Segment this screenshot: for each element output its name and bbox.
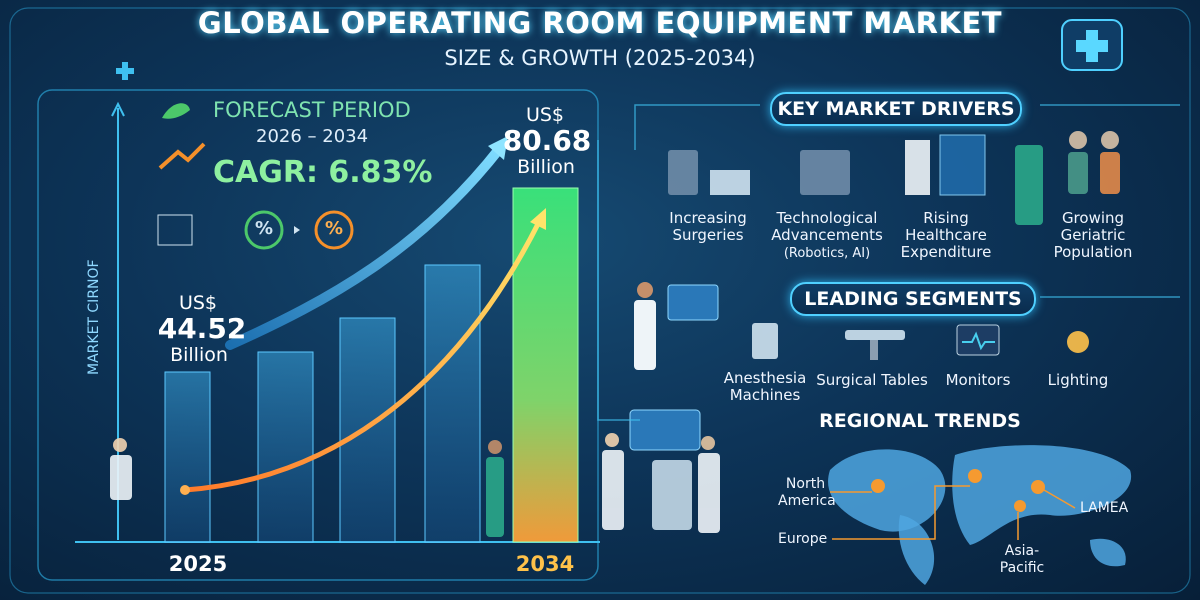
forecast-label: FORECAST PERIOD bbox=[213, 98, 411, 122]
regional-title: REGIONAL TRENDS bbox=[819, 410, 1021, 432]
subtitle: SIZE & GROWTH (2025-2034) bbox=[444, 46, 756, 70]
cagr: CAGR: 6.83% bbox=[213, 155, 433, 190]
forecast-period: 2026 – 2034 bbox=[256, 126, 369, 147]
drivers-title: KEY MARKET DRIVERS bbox=[777, 98, 1015, 120]
end-currency: US$ bbox=[525, 104, 565, 126]
driver-label: Increasing Surgeries bbox=[669, 209, 747, 244]
driver-label: Growing Geriatric Population bbox=[1053, 209, 1133, 261]
end-year: 2034 bbox=[515, 552, 575, 576]
end-unit: Billion bbox=[517, 156, 575, 178]
segment-label: Anesthesia Machines bbox=[723, 369, 807, 404]
title: GLOBAL OPERATING ROOM EQUIPMENT MARKET bbox=[197, 6, 1003, 40]
region-label: Asia-Pacific bbox=[999, 543, 1045, 576]
segment-label: Surgical Tables bbox=[816, 371, 928, 389]
region-label: North America bbox=[778, 476, 836, 509]
start-year: 2025 bbox=[168, 552, 228, 576]
segment-label: Monitors bbox=[945, 371, 1011, 389]
region-label: LAMEA bbox=[1080, 500, 1129, 516]
end-value: 80.68 bbox=[502, 124, 592, 157]
region-label: Europe bbox=[778, 531, 828, 547]
segment-label: Lighting bbox=[1047, 371, 1109, 389]
start-value: 44.52 bbox=[157, 312, 247, 345]
start-currency: US$ bbox=[178, 292, 218, 314]
axis-label: MARKET CIRNOF bbox=[86, 259, 102, 375]
segments-title: LEADING SEGMENTS bbox=[804, 288, 1022, 310]
start-unit: Billion bbox=[170, 344, 228, 366]
driver-note: (Robotics, AI) bbox=[783, 246, 871, 261]
segments-title-pill: LEADING SEGMENTS bbox=[790, 282, 1036, 316]
driver-label: Rising Healthcare Expenditure bbox=[900, 209, 992, 261]
driver-label: Technological Advancements bbox=[771, 209, 883, 244]
percent-icon: % bbox=[254, 218, 274, 239]
drivers-title-pill: KEY MARKET DRIVERS bbox=[770, 92, 1022, 126]
percent-icon: % bbox=[324, 218, 344, 239]
